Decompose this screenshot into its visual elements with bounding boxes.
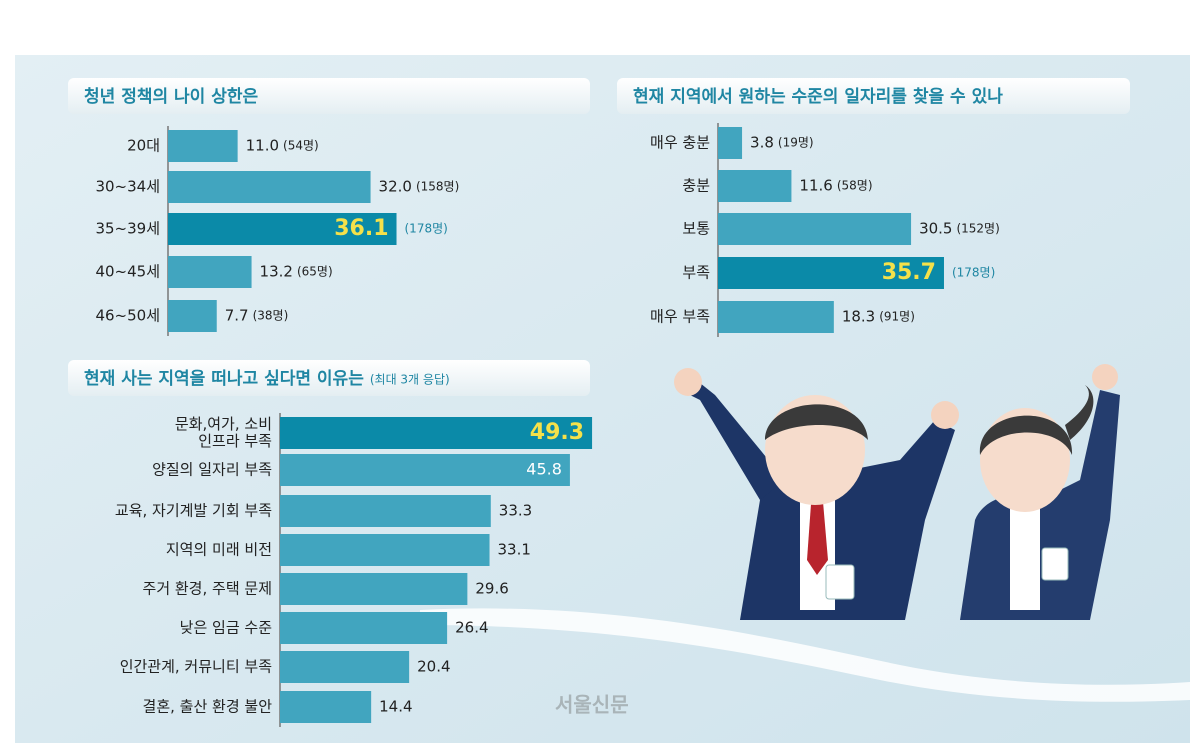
category-label: 매우 부족 <box>650 308 710 326</box>
value-label: 18.3 <box>842 308 875 326</box>
category-label: 인프라 부족 <box>198 432 272 450</box>
wave <box>420 608 1190 702</box>
bar <box>168 256 252 288</box>
value-label: 11.6 <box>799 177 832 195</box>
bar <box>280 651 410 683</box>
count-label: (54명) <box>283 139 319 153</box>
category-label: 지역의 미래 비전 <box>166 541 272 559</box>
category-label: 30~34세 <box>95 178 160 196</box>
value-label: 20.4 <box>417 658 450 676</box>
bar <box>168 213 397 245</box>
category-label: 낮은 임금 수준 <box>180 619 273 637</box>
bar <box>718 213 912 245</box>
value-label: 33.1 <box>498 541 531 559</box>
bar <box>718 127 743 159</box>
category-label: 인간관계, 커뮤니티 부족 <box>120 658 273 676</box>
category-label: 교육, 자기계발 기회 부족 <box>115 502 272 520</box>
count-label: (178명) <box>952 266 995 280</box>
title-banner <box>617 78 1130 114</box>
title-banner <box>68 360 590 396</box>
value-label: 3.8 <box>750 134 774 152</box>
count-label: (158명) <box>416 180 459 194</box>
category-label: 46~50세 <box>95 307 160 325</box>
value-label: 32.0 <box>379 178 412 196</box>
count-label: (91명) <box>879 310 915 324</box>
value-label: 33.3 <box>499 502 532 520</box>
chart-subtitle: (최대 3개 응답) <box>370 373 450 387</box>
source: 서울신문 <box>555 693 629 717</box>
bar <box>280 495 491 527</box>
category-label: 충분 <box>682 177 710 195</box>
value-label: 11.0 <box>246 137 279 155</box>
count-label: (38명) <box>253 309 289 323</box>
category-label: 결혼, 출산 환경 불안 <box>143 698 273 716</box>
value-label: 35.7 <box>882 260 936 285</box>
value-label: 36.1 <box>334 216 388 241</box>
bar <box>280 534 490 566</box>
bar <box>718 170 792 202</box>
category-label: 40~45세 <box>95 263 160 281</box>
value-label: 49.3 <box>530 420 584 445</box>
chart-title: 현재 지역에서 원하는 수준의 일자리를 찾을 수 있나 <box>633 86 1003 107</box>
value-label: 26.4 <box>455 619 488 637</box>
value-label: 13.2 <box>260 263 293 281</box>
count-label: (65명) <box>297 265 333 279</box>
bar <box>280 612 448 644</box>
count-label: (178명) <box>405 222 448 236</box>
category-label: 20대 <box>127 137 160 155</box>
bar <box>168 171 371 203</box>
value-label: 30.5 <box>919 220 952 238</box>
bar <box>280 417 593 449</box>
chart-title: 청년 정책의 나이 상한은 <box>84 86 259 107</box>
chart-title: 현재 사는 지역을 떠나고 싶다면 이유는 <box>84 369 364 389</box>
title-banner <box>68 78 590 114</box>
count-label: (152명) <box>956 222 999 236</box>
value-label: 14.4 <box>379 698 412 716</box>
bar <box>280 454 570 486</box>
bar <box>280 691 372 723</box>
bar <box>168 300 217 332</box>
value-label: 45.8 <box>526 460 562 479</box>
value-label: 7.7 <box>225 307 249 325</box>
category-label: 부족 <box>682 264 710 282</box>
category-label: 보통 <box>682 220 710 238</box>
count-label: (58명) <box>837 179 873 193</box>
bar <box>280 573 468 605</box>
bar <box>168 130 238 162</box>
bar <box>718 257 944 289</box>
category-label: 문화,여가, 소비 <box>175 415 272 433</box>
bar <box>718 301 834 333</box>
value-label: 29.6 <box>475 580 508 598</box>
category-label: 35~39세 <box>95 220 160 238</box>
illustration <box>674 364 1120 620</box>
count-label: (19명) <box>778 136 814 150</box>
category-label: 양질의 일자리 부족 <box>152 461 272 479</box>
category-label: 주거 환경, 주택 문제 <box>143 580 272 598</box>
category-label: 매우 충분 <box>650 134 710 152</box>
